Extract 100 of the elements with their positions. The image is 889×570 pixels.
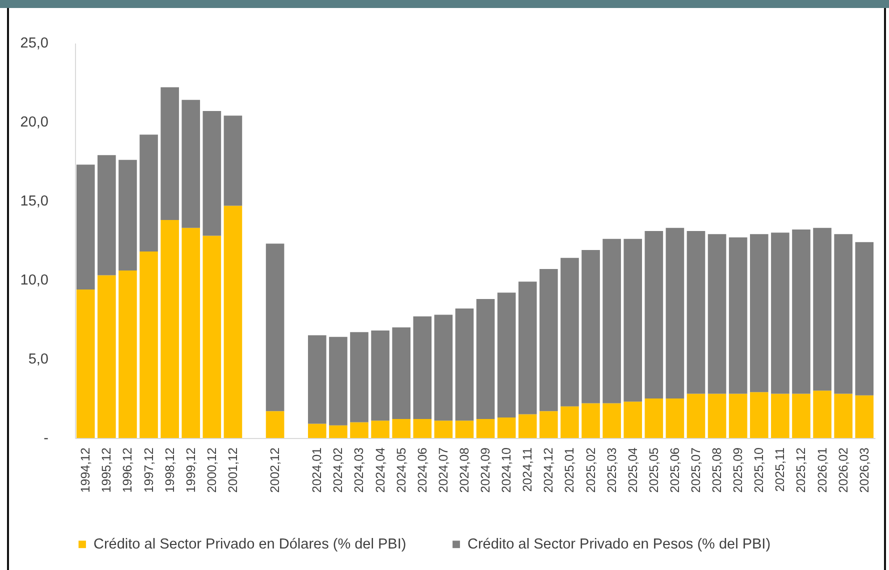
x-tick-label: 1998,12: [162, 447, 177, 493]
bar: [834, 234, 852, 394]
x-tick-label: 2000,12: [204, 447, 219, 493]
bar: [497, 417, 516, 438]
bar: [118, 270, 137, 438]
bar: [224, 116, 242, 206]
bar: [98, 155, 116, 276]
y-tick-label: 25,0: [20, 36, 48, 52]
bar: [202, 110, 222, 236]
bar: [728, 237, 748, 394]
bar: [813, 390, 832, 438]
x-tick-label: 2024,11: [520, 447, 535, 492]
bar: [540, 268, 558, 412]
bar: [140, 252, 158, 438]
x-tick-label: 2024,09: [478, 447, 493, 493]
bar: [602, 238, 621, 404]
bar: [771, 394, 790, 438]
x-tick-label: 2002,12: [268, 447, 282, 493]
y-tick-label: 5,0: [28, 352, 48, 368]
x-tick-label: 1996,12: [120, 447, 135, 493]
x-tick-label: 2024,01: [310, 447, 324, 493]
bar: [308, 424, 326, 438]
bar: [140, 134, 158, 252]
x-tick-label: 2025,09: [731, 447, 746, 493]
bar: [540, 411, 558, 438]
x-tick-label: 2025,04: [626, 447, 640, 493]
bar: [371, 420, 390, 438]
bar: [392, 419, 410, 438]
bar: [350, 332, 368, 422]
bar: [582, 250, 600, 404]
bar: [602, 403, 621, 438]
bar: [392, 327, 410, 420]
bar: [560, 258, 579, 406]
bar: [813, 228, 832, 391]
bar: [686, 394, 706, 438]
bar: [182, 228, 200, 438]
bar: [202, 236, 222, 438]
x-tick-label: 2026,02: [836, 447, 850, 493]
legend-label: Crédito al Sector Privado en Dólares (% del PBI): [94, 536, 406, 552]
bar: [476, 298, 495, 420]
bar: [224, 206, 242, 438]
bar: [644, 231, 664, 398]
bar: [518, 414, 537, 438]
x-tick-label: 2024,08: [457, 447, 472, 493]
legend-label: Crédito al Sector Privado en Pesos (% del PBI): [468, 536, 771, 552]
bar: [792, 394, 810, 438]
x-tick-label: 2025,11: [773, 447, 788, 492]
bar: [455, 308, 474, 421]
bar: [855, 242, 874, 396]
bar: [518, 282, 537, 414]
x-tick-label: 2025,03: [604, 447, 619, 493]
bar: [855, 395, 874, 438]
x-tick-label: 2024,10: [500, 447, 514, 493]
bar: [560, 406, 579, 438]
bar: [708, 394, 726, 438]
y-tick-label: 15,0: [20, 194, 48, 210]
bar: [329, 336, 348, 426]
y-tick-label: -: [44, 430, 49, 446]
bar: [750, 392, 768, 438]
bar: [666, 398, 684, 438]
x-tick-label: 2024,04: [373, 447, 388, 493]
bar: [728, 394, 748, 438]
bar: [350, 422, 368, 438]
bar: [750, 234, 768, 392]
bar: [76, 164, 95, 290]
bar: [771, 232, 790, 394]
x-tick-label: 2025,02: [584, 447, 598, 493]
x-tick-label: 2026,03: [857, 447, 872, 493]
bar: [686, 231, 706, 394]
x-tick-label: 2024,07: [436, 447, 450, 493]
x-tick-label: 2024,05: [394, 447, 408, 493]
bar: [182, 100, 200, 228]
x-tick-label: 2001,12: [226, 447, 240, 493]
bar: [497, 292, 516, 418]
x-tick-label: 2024,03: [352, 447, 366, 493]
x-tick-label: 2024,02: [331, 447, 346, 493]
bar: [666, 228, 684, 398]
x-tick-label: 2026,01: [815, 447, 830, 493]
bar: [834, 394, 852, 438]
bar: [308, 335, 326, 424]
bar: [266, 244, 284, 412]
y-tick-label: 20,0: [20, 114, 48, 130]
bar: [413, 419, 432, 438]
x-tick-label: 1994,12: [78, 447, 93, 493]
x-tick-label: 2025,05: [646, 447, 661, 493]
bar: [455, 420, 474, 438]
bar: [266, 411, 284, 438]
bar: [160, 87, 179, 220]
bar: [98, 275, 116, 438]
x-tick-label: 2025,08: [710, 447, 724, 493]
x-tick-label: 2024,06: [415, 447, 430, 493]
x-tick-label: 2025,01: [562, 447, 577, 493]
bar: [371, 330, 390, 421]
bar: [476, 419, 495, 438]
x-tick-label: 2024,12: [542, 447, 556, 493]
bar: [624, 402, 642, 438]
x-tick-label: 1997,12: [142, 447, 156, 493]
x-tick-label: 1999,12: [184, 447, 198, 493]
bar: [118, 160, 137, 271]
bar: [160, 220, 179, 438]
